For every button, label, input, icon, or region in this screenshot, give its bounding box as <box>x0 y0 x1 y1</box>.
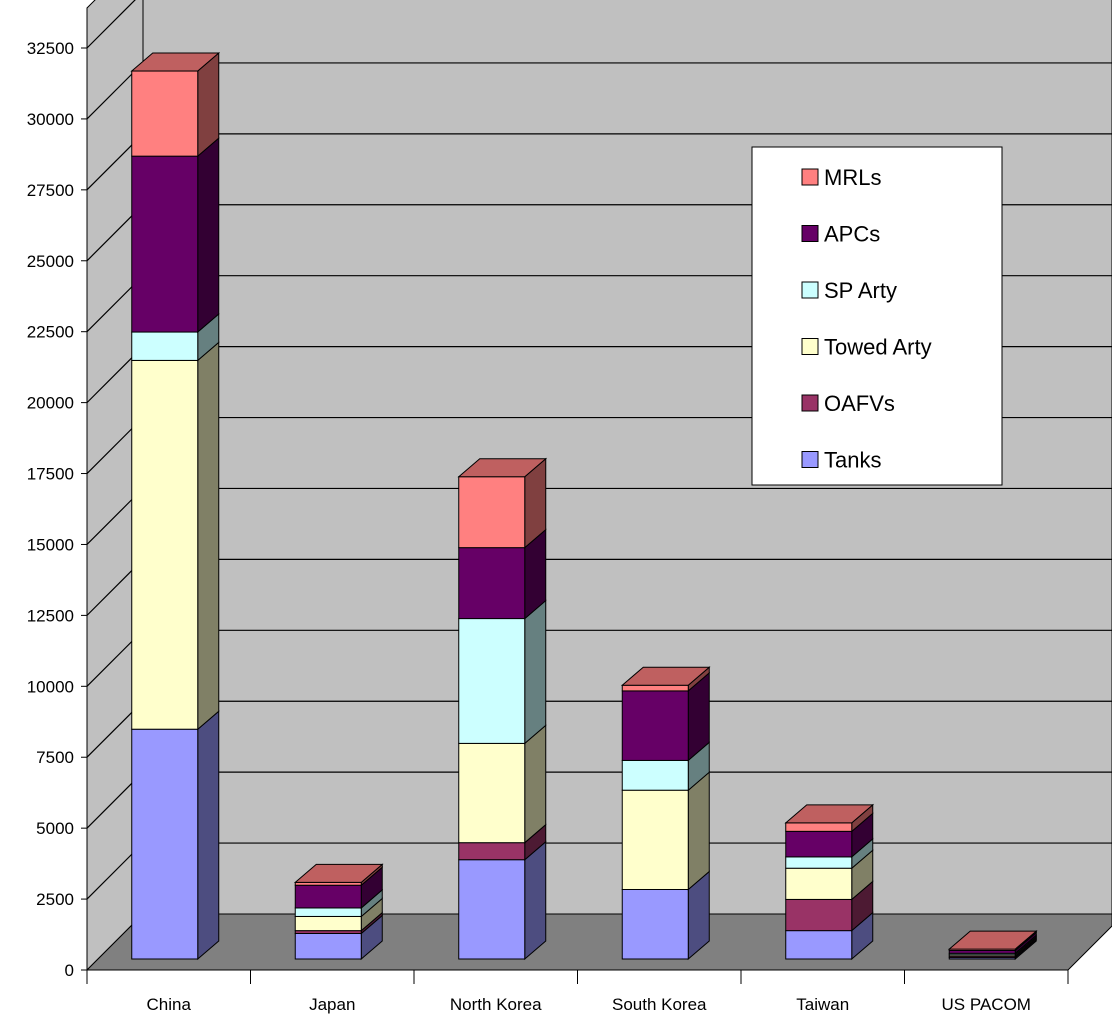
y-tick-label: 10000 <box>27 677 74 696</box>
y-tick-label: 7500 <box>36 748 74 767</box>
bar-top <box>620 666 711 686</box>
bar-segment <box>785 856 853 869</box>
gridline-side <box>86 0 136 49</box>
y-axis: 0 2500 5000 7500 10000 12500 15000 17500 20000 22… <box>27 39 88 980</box>
bar-segment <box>621 888 689 960</box>
x-tick-label: South Korea <box>612 995 707 1014</box>
bar-segment <box>785 830 853 858</box>
legend-swatch <box>801 281 819 299</box>
legend-swatch <box>801 451 819 468</box>
y-tick-label: 32500 <box>27 39 74 58</box>
bar-top <box>784 804 875 824</box>
bar-side <box>197 710 220 961</box>
bar-side <box>197 137 220 334</box>
x-tick-label: Taiwan <box>796 995 849 1014</box>
bar-top <box>130 52 221 72</box>
bar-segment <box>458 476 526 549</box>
legend-label: OAFVs <box>824 391 895 416</box>
y-tick-label: 17500 <box>27 465 74 484</box>
bar-segment <box>785 898 853 932</box>
bar-segment <box>131 728 199 960</box>
bar-side <box>524 599 547 745</box>
x-axis: China Japan North Korea South Korea Taiwan US… <box>86 969 1069 1014</box>
legend-swatch <box>801 338 819 355</box>
legend-swatch <box>801 168 819 186</box>
y-tick-label: 30000 <box>27 110 74 129</box>
bar-side <box>197 341 220 731</box>
legend-swatch <box>801 225 819 242</box>
bar-segment <box>458 547 526 620</box>
y-tick-label: 20000 <box>27 394 74 413</box>
bar-segment <box>621 789 689 890</box>
bar-top <box>947 930 1038 950</box>
bar-side <box>524 840 547 961</box>
bar-segment <box>458 859 526 960</box>
bar-segment <box>785 930 853 960</box>
legend-label: SP Arty <box>824 278 897 303</box>
x-tick-label: Japan <box>309 995 355 1014</box>
bars <box>130 51 1038 961</box>
bar-top <box>457 458 548 478</box>
y-tick-label: 0 <box>65 961 74 980</box>
bar-segment <box>131 331 199 361</box>
bar-segment <box>294 907 362 917</box>
bar-segment <box>131 359 199 730</box>
bar-segment <box>621 759 689 791</box>
y-tick-label: 5000 <box>36 819 74 838</box>
bar-segment <box>785 822 853 832</box>
legend-label: Tanks <box>824 448 881 473</box>
legend-label: APCs <box>824 222 880 247</box>
bar-segment <box>294 932 362 960</box>
bar-side <box>524 724 547 844</box>
bar-segment <box>131 155 199 333</box>
y-tick-label: 25000 <box>27 252 74 271</box>
y-tick-label: 22500 <box>27 323 74 342</box>
bar-segment <box>131 70 199 157</box>
legend-swatch <box>801 394 819 412</box>
legend-box <box>751 146 1003 486</box>
bar-top <box>293 863 384 883</box>
bar-segment <box>458 742 526 844</box>
bar-side <box>687 771 710 891</box>
bar-segment <box>458 618 526 744</box>
legend-label: Towed Arty <box>824 335 932 360</box>
x-tick-label: China <box>147 995 192 1014</box>
y-tick-label: 15000 <box>27 535 74 554</box>
x-tick-label: US PACOM <box>942 995 1031 1014</box>
y-tick-label: 2500 <box>36 890 74 909</box>
x-tick-label: North Korea <box>450 995 542 1014</box>
bar-segment <box>621 690 689 761</box>
bar-segment <box>294 915 362 932</box>
y-tick-label: 27500 <box>27 181 74 200</box>
bar-segment <box>785 867 853 900</box>
bar-segment <box>621 684 689 692</box>
y-tick-label: 12500 <box>27 606 74 625</box>
bar-segment <box>294 884 362 909</box>
bar-segment <box>458 842 526 861</box>
legend: MRLs APCs SP Arty Towed Arty OAFVs Tanks <box>751 146 1003 486</box>
legend-label: MRLs <box>824 165 881 190</box>
